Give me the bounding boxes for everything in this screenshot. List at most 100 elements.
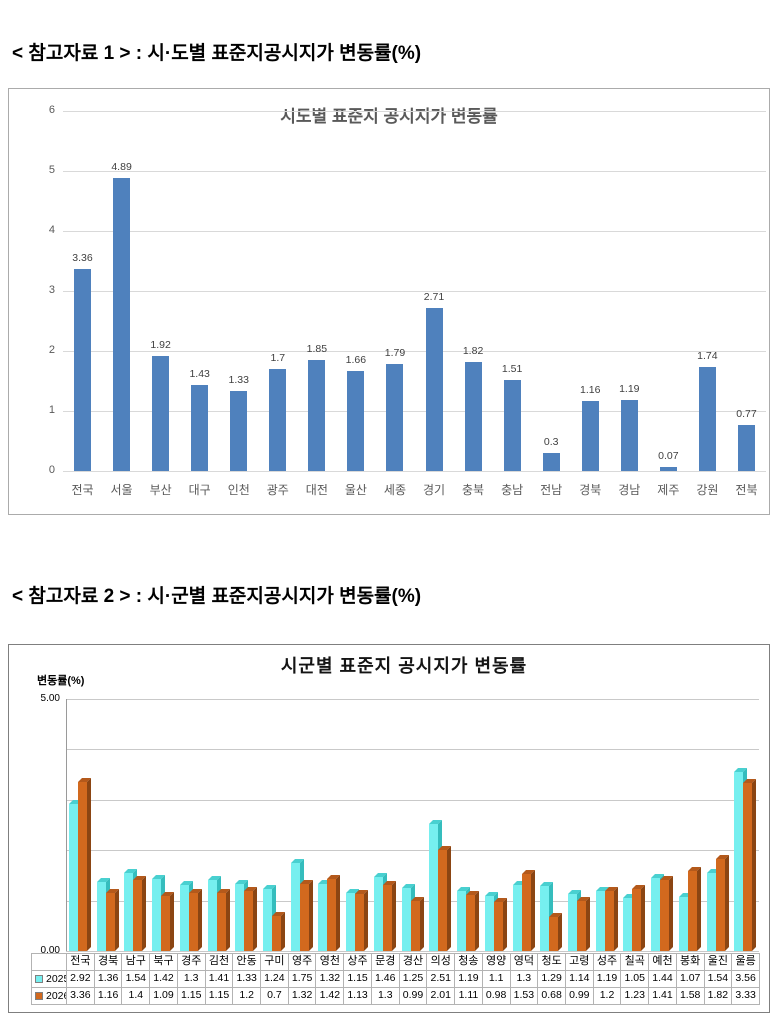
bar-2026-예천: [660, 876, 674, 951]
table-value-2026-김천: 1.15: [205, 988, 234, 1005]
bar-서울: [113, 178, 131, 471]
y-axis-tick-label: 0.00: [40, 945, 60, 956]
bar-대전: [308, 360, 326, 471]
bar-side-face: [336, 875, 341, 951]
bar-2026-영덕: [521, 870, 535, 951]
chart1-title: 시도별 표준지 공시지가 변동률: [280, 107, 498, 126]
bar-경남: [620, 400, 638, 471]
bar-2026-고령: [576, 897, 590, 951]
table-header-봉화: 봉화: [676, 954, 705, 971]
bar-2026-경북: [105, 889, 119, 951]
table-header-상주: 상주: [344, 954, 372, 971]
bar-value-label: 1.16: [580, 384, 601, 396]
bar-2025-봉화: [678, 893, 692, 951]
chart2-data-table: 전국 경북 남구 북구 경주 김천 안동 구미 영주 영천 상주 문경 경산 의성 청송 영양 영덕 청도 고령 성주…: [31, 953, 760, 1005]
table-value-2026-청도: 0.68: [538, 988, 566, 1005]
table-value-2025-전국: 2.92: [67, 971, 95, 988]
bar-side-face: [142, 876, 147, 951]
y-axis-tick-label: 3: [48, 284, 55, 296]
table-value-2026-청송: 1.11: [455, 988, 483, 1005]
table-header-남구: 남구: [122, 954, 151, 971]
table-header-영천: 영천: [316, 954, 345, 971]
bar-2026-울진: [715, 855, 729, 951]
table-header-영주: 영주: [288, 954, 317, 971]
bar-전국: [74, 269, 92, 471]
bar-side-face: [419, 897, 424, 951]
bar-value-label: 1.43: [189, 368, 210, 380]
bar-2026-청도: [549, 913, 563, 951]
table-header-영덕: 영덕: [510, 954, 539, 971]
bar-value-label: 2.71: [423, 291, 445, 303]
x-axis-category-label: 전남: [540, 483, 563, 497]
table-value-2025-봉화: 1.07: [676, 971, 705, 988]
bar-2025-상주: [346, 889, 360, 951]
bar-전북: [737, 425, 755, 471]
x-axis-category-label: 대구: [188, 483, 211, 497]
bar-2026-영양: [493, 898, 507, 951]
sigun-3d-bar-chart: 시군별 표준지 공시지가 변동률 변동률(%) 전국 경북 남구 북구 경주 김천 안동 구미…: [8, 644, 770, 1013]
table-header-고령: 고령: [565, 954, 594, 971]
legend-cell-2025: 2025: [32, 971, 67, 988]
bar-side-face: [475, 891, 480, 951]
table-value-2025-북구: 1.42: [150, 971, 178, 988]
bar-2026-경산: [410, 897, 424, 951]
x-axis-category-label: 경남: [618, 483, 641, 497]
bar-side-face: [197, 889, 202, 951]
bar-side-face: [225, 889, 230, 951]
bar-2026-남구: [133, 876, 147, 951]
bar-전남: [542, 453, 560, 471]
table-header-김천: 김천: [205, 954, 234, 971]
bar-2026-전국: [78, 778, 91, 951]
bar-value-label: 1.7: [270, 352, 286, 364]
reference-2-heading: < 참고자료 2 > : 시·군별 표준지공시지가 변동률(%): [12, 586, 422, 607]
reference-1-heading: < 참고자료 1 > : 시·도별 표준지공시지가 변동률(%): [12, 43, 422, 64]
bar-2026-상주: [355, 890, 369, 951]
bar-side-face: [391, 881, 396, 951]
table-value-2025-김천: 1.41: [205, 971, 234, 988]
bar-value-label: 1.79: [384, 347, 406, 359]
bar-side-face: [585, 897, 590, 951]
bar-강원: [698, 367, 716, 471]
bar-side-face: [724, 855, 729, 951]
table-value-2025-영덕: 1.3: [510, 971, 539, 988]
table-value-2025-성주: 1.19: [593, 971, 622, 988]
bar-울산: [347, 371, 365, 471]
bar-side-face: [696, 867, 701, 951]
grid-line: [66, 699, 759, 700]
y-axis-tick-label: 5.00: [40, 693, 60, 704]
table-value-2026-울릉: 3.33: [732, 988, 760, 1005]
table-value-2025-상주: 1.15: [344, 971, 372, 988]
table-value-2025-영주: 1.75: [288, 971, 317, 988]
y-axis-tick-label: 4: [48, 224, 55, 236]
bar-value-label: 1.85: [306, 343, 328, 355]
x-axis-category-label: 세종: [383, 483, 406, 497]
table-value-2025-영양: 1.1: [482, 971, 511, 988]
table-value-2025-문경: 1.46: [371, 971, 400, 988]
table-header-북구: 북구: [150, 954, 178, 971]
x-axis-category-label: 인천: [227, 483, 250, 497]
table-value-2025-고령: 1.14: [565, 971, 594, 988]
bar-value-label: 1.51: [501, 363, 523, 375]
legend-label-2025: 2025: [46, 972, 66, 985]
x-axis-category-label: 전북: [735, 483, 758, 497]
bar-부산: [152, 356, 170, 471]
table-value-2026-경주: 1.15: [177, 988, 206, 1005]
table-value-2026-경산: 0.99: [399, 988, 428, 1005]
table-value-2026-안동: 1.2: [233, 988, 262, 1005]
bar-2025-울릉: [734, 768, 748, 951]
bar-2025-칠곡: [623, 894, 637, 951]
bar-경기: [425, 308, 443, 471]
table-value-2026-봉화: 1.58: [676, 988, 705, 1005]
bar-2026-북구: [161, 892, 175, 951]
bar-value-label: 0.3: [543, 436, 559, 448]
bar-side-face: [281, 912, 286, 951]
bar-side-face: [530, 870, 535, 951]
table-value-2026-상주: 1.13: [344, 988, 372, 1005]
table-value-2026-문경: 1.3: [371, 988, 400, 1005]
table-value-2025-청도: 1.29: [538, 971, 566, 988]
table-header-청송: 청송: [455, 954, 483, 971]
table-value-2025-울진: 1.54: [704, 971, 733, 988]
y-axis-line: [66, 699, 67, 951]
table-value-2026-남구: 1.4: [122, 988, 151, 1005]
grid-line: [63, 291, 766, 292]
